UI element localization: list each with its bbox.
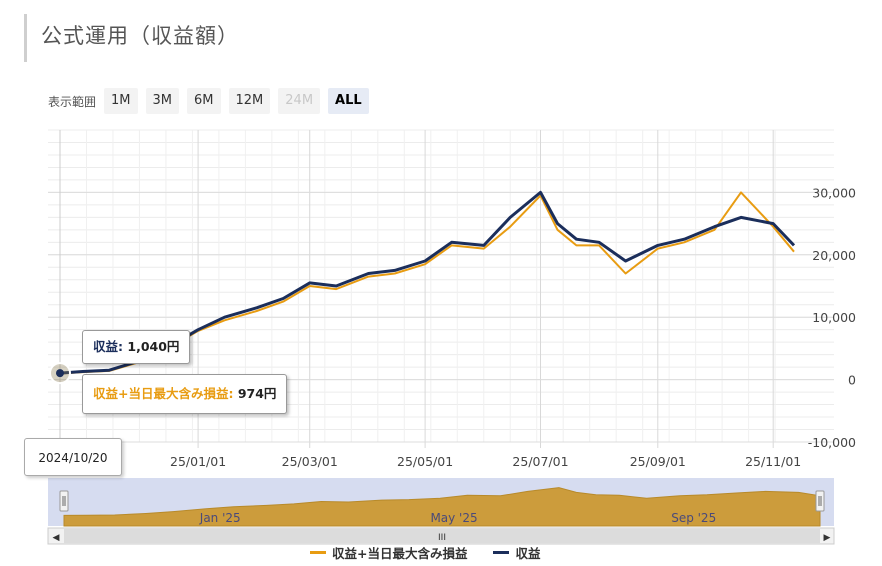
scroll-right-arrow-icon: ▶ bbox=[824, 533, 831, 543]
y-tick-label-1: 20,000 bbox=[812, 248, 856, 263]
scrollbar-grip-icon: III bbox=[438, 533, 446, 543]
legend-item-total[interactable]: 収益+当日最大含み損益 bbox=[310, 542, 467, 562]
tooltip-total-label: 収益+当日最大含み損益 bbox=[93, 386, 229, 401]
page-title-bar: 公式運用（収益額） bbox=[24, 14, 239, 62]
x-tick-label-4: 25/09/01 bbox=[630, 454, 686, 469]
scrollbar-thumb bbox=[64, 529, 820, 543]
x-tick-label-1: 25/03/01 bbox=[282, 454, 338, 469]
y-tick-label-2: 10,000 bbox=[812, 310, 856, 325]
x-tick-label-3: 25/07/01 bbox=[512, 454, 568, 469]
y-tick-label-0: 30,000 bbox=[812, 185, 856, 200]
range-button-6m[interactable]: 6M bbox=[187, 88, 221, 114]
legend-swatch-profit bbox=[493, 550, 510, 554]
y-tick-label-4: -10,000 bbox=[808, 435, 856, 450]
x-tick-label-2: 25/05/01 bbox=[397, 454, 453, 469]
x-tick-label-0: 25/01/01 bbox=[170, 454, 226, 469]
legend-label-total: 収益+当日最大含み損益 bbox=[332, 545, 468, 561]
axis-layer: 25/01/01 25/03/01 25/05/01 25/07/01 25/09/01… bbox=[170, 185, 856, 469]
y-tick-label-3: 0 bbox=[848, 373, 856, 388]
legend-item-profit[interactable]: 収益 bbox=[493, 542, 541, 562]
range-button-1m[interactable]: 1M bbox=[104, 88, 138, 114]
x-tick-label-5: 25/11/01 bbox=[745, 454, 801, 469]
hover-marker bbox=[56, 369, 64, 378]
range-button-all[interactable]: ALL bbox=[328, 88, 369, 114]
tooltip-profit-label: 収益 bbox=[93, 339, 119, 354]
navigator-label-2: Sep '25 bbox=[671, 511, 716, 525]
range-selector: 表示範囲 1M 3M 6M 12M 24M ALL bbox=[48, 88, 369, 114]
legend: 収益+当日最大含み損益 収益 bbox=[310, 542, 541, 562]
tooltip-total-value: 974円 bbox=[237, 386, 277, 401]
page-title: 公式運用（収益額） bbox=[41, 24, 239, 48]
scroll-left-arrow-icon: ◀ bbox=[53, 533, 60, 543]
navigator-label-1: May '25 bbox=[430, 511, 477, 525]
range-button-12m[interactable]: 12M bbox=[228, 88, 271, 114]
range-selector-label: 表示範囲 bbox=[48, 94, 97, 109]
legend-label-profit: 収益 bbox=[515, 545, 541, 561]
tooltip-profit: 収益: 1,040円 bbox=[82, 330, 191, 364]
tooltip-profit-value: 1,040円 bbox=[127, 339, 180, 354]
legend-swatch-total bbox=[310, 550, 326, 554]
navigator-handle-left bbox=[59, 490, 69, 512]
range-button-24m: 24M bbox=[278, 88, 321, 114]
navigator[interactable]: Jan '25 May '25 Sep '25 III ◀ ▶ bbox=[47, 478, 835, 545]
navigator-label-0: Jan '25 bbox=[199, 511, 241, 525]
tooltip-date: 2024/10/20 bbox=[24, 438, 122, 476]
navigator-area bbox=[63, 487, 821, 527]
tooltip-total: 収益+当日最大含み損益: 974円 bbox=[82, 374, 288, 414]
navigator-handle-right bbox=[815, 490, 825, 512]
range-button-3m[interactable]: 3M bbox=[145, 88, 180, 114]
